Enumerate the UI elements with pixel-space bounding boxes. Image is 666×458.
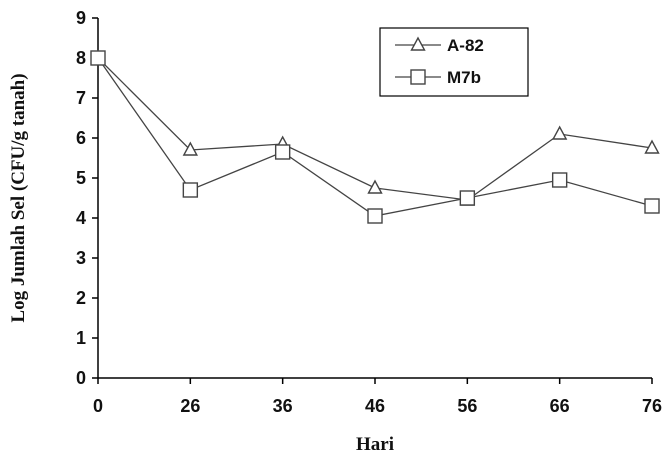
data-point-m7b bbox=[182, 182, 199, 198]
y-tick-label: 1 bbox=[76, 328, 86, 348]
legend-box bbox=[379, 27, 529, 97]
data-point-m7b bbox=[90, 50, 106, 66]
y-tick-label: 6 bbox=[76, 128, 86, 148]
legend: A-82 M7b bbox=[379, 27, 529, 97]
data-point-a-82 bbox=[182, 141, 199, 156]
legend-label: A-82 bbox=[447, 36, 484, 55]
y-tick-label: 5 bbox=[76, 168, 86, 188]
y-tick-label: 3 bbox=[76, 248, 86, 268]
legend-item-m7b: M7b bbox=[395, 68, 481, 87]
data-point-a-82 bbox=[367, 179, 383, 194]
y-tick-label: 7 bbox=[76, 88, 86, 108]
x-tick-label: 26 bbox=[180, 396, 200, 416]
data-point-m7b bbox=[551, 172, 568, 188]
series-m7b bbox=[90, 50, 660, 224]
x-axis-title: Hari bbox=[356, 434, 394, 455]
data-point-m7b bbox=[367, 208, 383, 224]
data-point-m7b bbox=[459, 190, 476, 206]
x-tick-label: 66 bbox=[550, 396, 570, 416]
x-tick-label: 76 bbox=[642, 396, 662, 416]
legend-marker-square bbox=[410, 69, 426, 85]
data-point-a-82 bbox=[644, 139, 660, 154]
series-line-a-82 bbox=[97, 57, 653, 201]
x-tick-label: 36 bbox=[273, 396, 293, 416]
y-tick-label: 8 bbox=[76, 48, 86, 68]
x-axis-ticks: 0 26 36 46 56 66 76 bbox=[93, 378, 662, 416]
y-axis-ticks: 0 1 2 3 4 5 6 7 8 9 bbox=[76, 8, 98, 388]
y-tick-label: 2 bbox=[76, 288, 86, 308]
data-point-m7b bbox=[274, 144, 291, 160]
legend-label: M7b bbox=[447, 68, 481, 87]
data-point-a-82 bbox=[551, 125, 568, 140]
legend-item-a-82: A-82 bbox=[395, 36, 484, 55]
x-tick-label: 56 bbox=[457, 396, 477, 416]
y-tick-label: 0 bbox=[76, 368, 86, 388]
x-tick-label: 46 bbox=[365, 396, 385, 416]
x-tick-label: 0 bbox=[93, 396, 103, 416]
data-point-m7b bbox=[644, 198, 660, 214]
series-a-82 bbox=[90, 49, 660, 206]
series-layer bbox=[90, 49, 660, 224]
legend-marker-triangle bbox=[410, 36, 426, 51]
y-tick-label: 4 bbox=[76, 208, 86, 228]
y-axis-title: Log Jumlah Sel (CFU/g tanah) bbox=[8, 73, 29, 322]
y-tick-label: 9 bbox=[76, 8, 86, 28]
